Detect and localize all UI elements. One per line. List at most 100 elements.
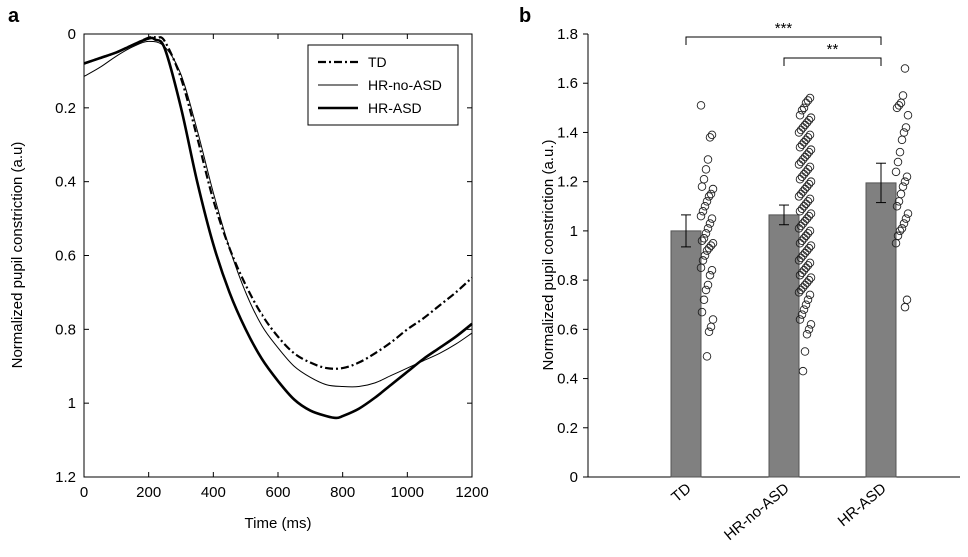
y-tick-label: 0.8 [557,272,578,289]
panel-b: b 00.20.40.60.811.21.41.61.8 ***** TD HR-… [519,5,960,544]
data-point [805,226,815,236]
data-point [797,140,807,149]
data-point [705,270,715,280]
data-point [708,315,718,324]
y-tick-label: 1.8 [557,26,578,43]
data-point [707,214,717,223]
data-point [801,231,811,241]
data-point [797,268,807,277]
data-point [699,295,709,305]
x-tick-label: 1000 [391,484,424,501]
data-point [795,315,805,324]
data-point [802,150,812,159]
y-tick-label: 1.6 [557,75,578,92]
data-point [902,295,912,305]
data-point [702,197,712,206]
data-point [702,352,712,361]
data-point [797,310,807,319]
data-point [794,128,804,137]
data-point [706,189,716,199]
data-point [796,253,806,263]
x-tick-label: 600 [265,484,290,501]
category-label: HR-ASD [835,480,890,530]
data-point [696,211,706,221]
data-point [795,174,805,184]
data-point [798,219,808,228]
data-point [798,251,808,260]
data-point [794,256,804,265]
data-point [703,280,713,290]
legend-label-hr-no-asd: HR-no-ASD [368,77,442,93]
panel-b-data-points [696,64,913,376]
x-tick-label: 200 [136,484,161,501]
data-point [797,106,807,115]
data-point [799,202,809,211]
data-point [892,103,902,113]
data-point [901,214,911,223]
data-point [794,288,804,297]
data-point [794,192,804,201]
x-tick-label: 400 [201,484,226,501]
data-point [806,177,816,186]
data-point [805,130,815,140]
panel-a-x-ticks: 0 200 400 600 800 1000 1200 [80,34,489,501]
data-point [803,165,813,174]
data-point [708,238,718,248]
data-point [794,160,804,169]
data-point [798,187,808,196]
data-point [804,325,814,334]
data-point [800,216,810,226]
data-point [701,285,711,295]
panel-b-y-ticks: 0 0.2 0.4 0.6 0.8 1 1.2 1.4 1.6 1.8 [557,26,588,486]
data-point [798,366,808,376]
data-point [794,224,804,233]
data-point [806,273,816,282]
panel-b-category-labels: TD HR-no-ASD HR-ASD [668,480,889,544]
data-point [803,96,813,105]
data-point [804,211,814,221]
data-point [806,241,816,250]
data-point [806,113,816,122]
data-point [707,266,717,275]
x-tick-label: 1200 [455,484,488,501]
data-point [804,179,814,189]
data-point [795,110,805,120]
y-tick-label: 1 [570,223,578,240]
data-point [799,305,809,314]
data-point [896,189,906,199]
data-point [697,182,707,191]
data-point [802,214,812,223]
y-tick-label: 1.2 [557,174,578,191]
data-point [799,266,809,275]
significance-label: ** [827,41,839,58]
panel-b-significance: ***** [685,20,882,66]
data-point [894,197,904,206]
data-point [800,347,810,356]
data-point [897,224,907,233]
y-tick-label: 1.2 [55,469,76,486]
data-point [902,172,912,181]
data-point [802,330,812,339]
x-tick-label: 0 [80,484,88,501]
data-point [795,206,805,216]
panel-a-label: a [8,5,20,27]
data-point [805,194,815,204]
data-point [800,184,810,194]
data-point [706,322,716,332]
panel-a-y-ticks: 0 0.2 0.4 0.6 0.8 1 1.2 [55,26,472,486]
data-point [700,202,710,211]
data-point [801,135,811,145]
panel-a-y-axis-label: Normalized pupil constriction (a.u) [9,142,26,369]
panel-a-series-lines [83,35,473,420]
data-point [703,224,713,233]
data-point [899,128,909,137]
bar-td [670,230,702,478]
data-point [801,98,811,108]
data-point [707,130,717,140]
data-point [895,147,905,157]
panel-b-y-axis-label: Normalized pupil constriction (a.u.) [540,140,557,371]
data-point [795,238,805,248]
data-point [892,202,902,211]
data-point [802,118,812,127]
